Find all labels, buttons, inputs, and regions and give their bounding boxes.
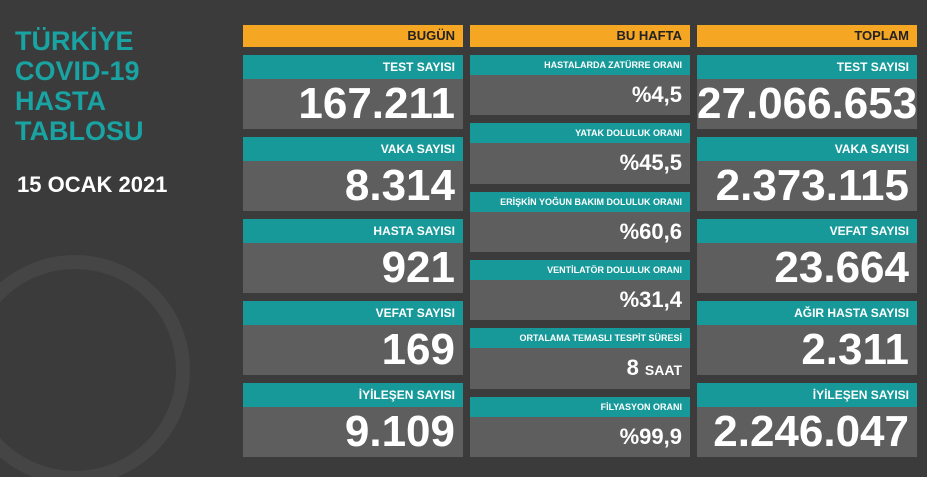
item-value-box: %60,6 — [470, 211, 690, 252]
item-value-box: 8 SAAT — [470, 348, 690, 389]
emblem — [0, 255, 190, 477]
item-value: 921 — [381, 243, 455, 292]
item-value-box: %4,5 — [470, 75, 690, 116]
column-header: BUGÜN — [243, 25, 463, 47]
item-label: HASTA SAYISI — [243, 219, 463, 243]
item-label: VEFAT SAYISI — [243, 301, 463, 325]
item-value: %31,4 — [619, 287, 682, 312]
item-label: VENTİLATÖR DOLULUK ORANI — [470, 260, 690, 280]
item-value-box: 9.109 — [243, 407, 463, 457]
item-value-box: 2.373.115 — [697, 161, 917, 211]
item-value: %60,6 — [619, 218, 682, 244]
title-line: TÜRKİYE — [15, 26, 134, 56]
title-line: TABLOSU — [15, 116, 144, 146]
item-label: VAKA SAYISI — [697, 137, 917, 161]
item-label: YATAK DOLULUK ORANI — [470, 123, 690, 144]
item-label: ORTALAMA TEMASLI TESPİT SÜRESİ — [470, 328, 690, 349]
item-value-box: 23.664 — [697, 243, 917, 293]
title-line: COVID-19 — [15, 56, 140, 86]
item-value-box: 2.311 — [697, 325, 917, 375]
item-value-box: 167.211 — [243, 79, 463, 129]
item-value-box: 27.066.653 — [697, 79, 917, 129]
column-header: TOPLAM — [697, 25, 917, 47]
item-label: ERİŞKİN YOĞUN BAKIM DOLULUK ORANI — [470, 191, 690, 212]
item-value-box: 2.246.047 — [697, 407, 917, 457]
item-value: 8.314 — [344, 161, 455, 210]
title-line: HASTA — [15, 86, 106, 116]
item-unit: SAAT — [644, 362, 682, 379]
column-header: BU HAFTA — [470, 25, 690, 47]
item-value-box: %99,9 — [470, 416, 690, 457]
item-label: İYİLEŞEN SAYISI — [243, 383, 463, 407]
item-value: 9.109 — [344, 407, 455, 456]
item-label: TEST SAYISI — [697, 55, 917, 79]
item-label: FİLYASYON ORANI — [470, 396, 690, 417]
date: 15 OCAK 2021 — [17, 172, 168, 197]
item-value: 2.373.115 — [715, 161, 909, 210]
item-value-box: %31,4 — [470, 280, 690, 321]
item-value: %4,5 — [631, 82, 682, 107]
item-value-box: 921 — [243, 243, 463, 293]
item-label: HASTALARDA ZATÜRRE ORANI — [470, 55, 690, 75]
item-value: 23.664 — [774, 243, 909, 292]
item-value: 2.311 — [801, 325, 909, 374]
item-value: 2.246.047 — [713, 407, 909, 456]
item-value: %45,5 — [619, 150, 682, 176]
item-label: İYİLEŞEN SAYISI — [697, 383, 917, 407]
item-value-box: 8.314 — [243, 161, 463, 211]
item-label: VEFAT SAYISI — [697, 219, 917, 243]
item-value: 167.211 — [298, 79, 455, 128]
item-value: 8 — [626, 355, 639, 381]
item-label: AĞIR HASTA SAYISI — [697, 301, 917, 325]
item-value: 27.066.653 — [697, 79, 918, 128]
item-value: %99,9 — [619, 423, 682, 449]
item-value-box: %45,5 — [470, 143, 690, 184]
item-label: VAKA SAYISI — [243, 137, 463, 161]
item-value-box: 169 — [243, 325, 463, 375]
item-label: TEST SAYISI — [243, 55, 463, 79]
item-value: 169 — [381, 325, 455, 374]
